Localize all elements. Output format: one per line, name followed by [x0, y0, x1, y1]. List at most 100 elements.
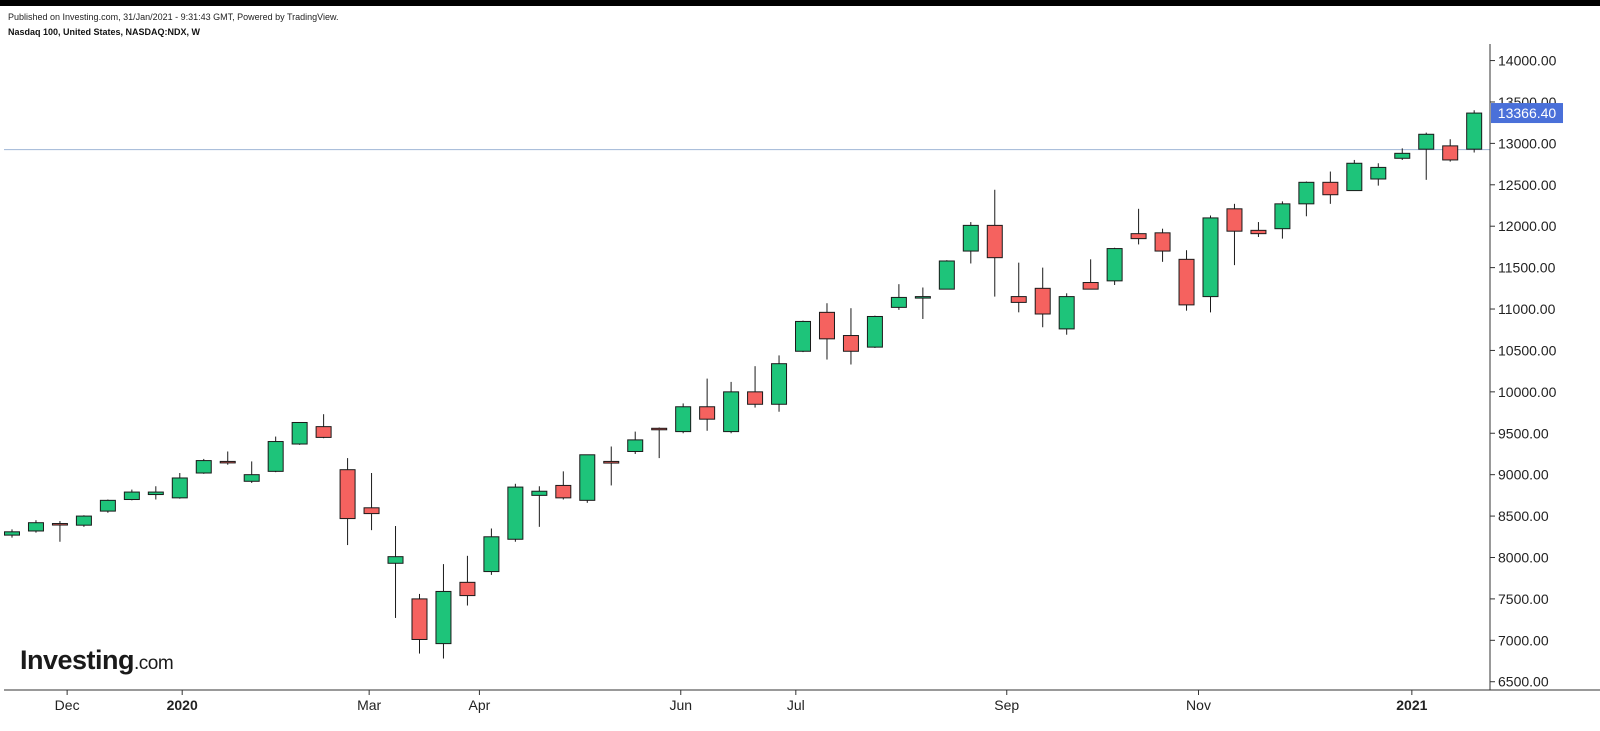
candle-body	[483, 536, 500, 573]
candle-body	[123, 491, 140, 501]
candle	[147, 486, 164, 500]
candle-body	[747, 391, 764, 405]
x-axis-ticks: Dec 2020 Mar Apr Jun Jul Sep Nov 2021	[55, 690, 1428, 713]
candle	[771, 355, 788, 412]
candle	[99, 499, 116, 513]
candle-body	[1034, 287, 1051, 315]
candle-body	[243, 474, 260, 482]
candle	[1106, 247, 1123, 286]
candle-body	[890, 296, 907, 308]
candle	[818, 303, 835, 360]
candle	[27, 520, 44, 533]
x-tick-label: Jun	[669, 697, 692, 713]
y-tick-label: 12500.00	[1498, 177, 1557, 193]
candle	[1082, 259, 1099, 290]
candle-body	[315, 426, 332, 438]
x-tick-label: Nov	[1186, 697, 1211, 713]
y-tick-label: 9000.00	[1498, 467, 1549, 483]
candle	[699, 378, 716, 431]
candle	[531, 486, 548, 527]
candle-body	[1082, 282, 1099, 290]
candle	[986, 189, 1003, 297]
candle	[339, 458, 356, 546]
y-tick-label: 11500.00	[1498, 260, 1556, 276]
candle-body	[723, 391, 740, 433]
candle-body	[1346, 162, 1363, 192]
last-price-label: 13366.40	[1498, 105, 1557, 121]
candle	[291, 421, 308, 445]
candle-body	[579, 454, 596, 501]
x-tick-label: Apr	[469, 697, 491, 713]
candle-body	[1010, 296, 1027, 303]
investing-logo: Investing.com	[20, 645, 174, 676]
x-tick-label: 2020	[167, 697, 198, 713]
candle-body	[339, 469, 356, 520]
candle	[1154, 228, 1171, 262]
candle	[195, 458, 212, 474]
candle-body	[1202, 217, 1219, 298]
candle	[1058, 293, 1075, 335]
candle-body	[699, 406, 716, 420]
candle	[123, 489, 140, 501]
candle	[1178, 250, 1195, 311]
candle	[171, 473, 188, 499]
candle	[1322, 171, 1339, 204]
candle-body	[627, 439, 644, 452]
candle-body	[4, 531, 20, 536]
candle	[555, 471, 572, 500]
candle-body	[1058, 296, 1075, 330]
candle	[1130, 208, 1147, 245]
candle-body	[866, 315, 883, 348]
candle-body	[603, 460, 620, 464]
candle-body	[1250, 229, 1267, 235]
candle	[1418, 132, 1435, 180]
candle	[459, 555, 476, 606]
candle-body	[171, 477, 188, 499]
x-tick-label: Jul	[787, 697, 805, 713]
candle	[435, 564, 452, 659]
candle-body	[1394, 152, 1411, 159]
candle	[411, 593, 428, 654]
candle-body	[387, 556, 404, 564]
candle-body	[267, 441, 284, 472]
x-tick-label: Mar	[357, 697, 381, 713]
candle	[675, 403, 692, 434]
candle	[795, 320, 812, 353]
candle-body	[1442, 145, 1459, 161]
candle	[1442, 139, 1459, 162]
candle-body	[986, 224, 1003, 259]
y-tick-label: 12000.00	[1498, 218, 1557, 234]
candle	[4, 529, 20, 538]
y-tick-label: 10000.00	[1498, 384, 1557, 400]
x-tick-label: 2021	[1396, 697, 1427, 713]
candle	[1034, 267, 1051, 328]
candle	[1202, 215, 1219, 313]
candle	[51, 521, 68, 542]
candle-body	[1418, 133, 1435, 150]
candle	[579, 454, 596, 503]
candle	[723, 381, 740, 434]
candle-body	[914, 296, 931, 299]
candle	[842, 308, 859, 365]
candle-body	[363, 507, 380, 515]
y-tick-label: 13000.00	[1498, 135, 1557, 151]
candle	[387, 526, 404, 618]
y-tick-label: 8500.00	[1498, 508, 1549, 524]
y-tick-label: 9500.00	[1498, 425, 1549, 441]
symbol-caption: Nasdaq 100, United States, NASDAQ:NDX, W	[8, 27, 201, 37]
top-border	[0, 0, 1600, 6]
candle-body	[1274, 203, 1291, 230]
candle-body	[531, 490, 548, 496]
y-tick-label: 11000.00	[1498, 301, 1556, 317]
candle	[1250, 222, 1267, 237]
y-tick-label: 14000.00	[1498, 53, 1557, 69]
candle	[1346, 159, 1363, 192]
candle	[938, 260, 955, 290]
x-tick-label: Sep	[994, 697, 1019, 713]
candle-body	[1226, 208, 1243, 232]
candle	[219, 451, 236, 465]
candle	[243, 461, 260, 483]
y-tick-label: 7000.00	[1498, 632, 1549, 648]
candle	[747, 366, 764, 408]
